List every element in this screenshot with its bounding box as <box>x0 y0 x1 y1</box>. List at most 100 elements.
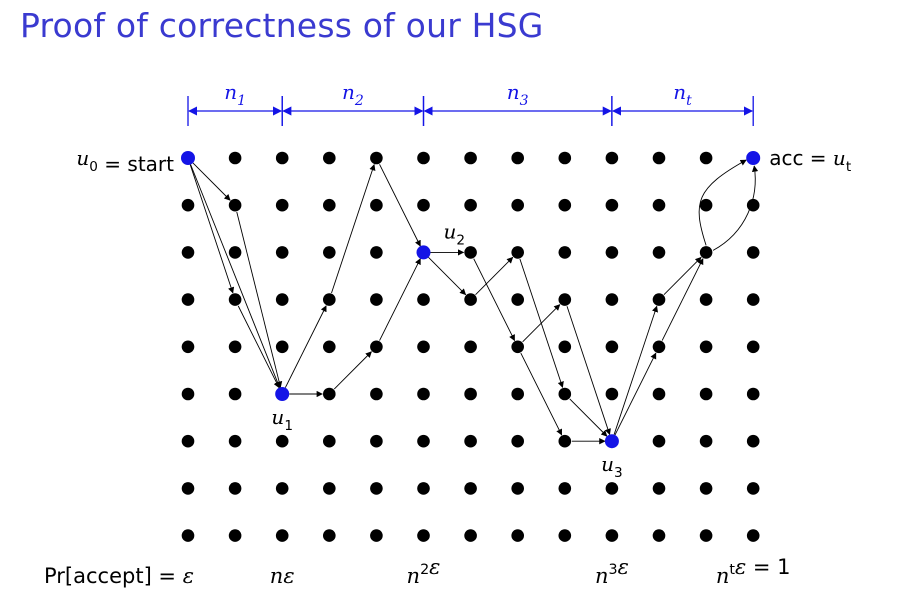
grid-dot <box>323 529 336 542</box>
grid-dot <box>558 246 572 259</box>
grid-dot <box>652 434 666 448</box>
grid-dot <box>275 198 289 212</box>
node-label-acc: acc = ut <box>769 146 851 175</box>
grid-dot <box>464 198 477 212</box>
grid-dot <box>370 387 383 401</box>
grid-dot <box>699 482 713 495</box>
grid-dot <box>558 482 572 495</box>
grid-dot <box>511 387 524 401</box>
grid-dot <box>323 198 336 212</box>
span-brackets: n1 n2 n3 nt <box>187 80 754 126</box>
grid-dot <box>605 151 619 165</box>
highlighted-node <box>416 245 431 260</box>
grid-dot <box>652 529 666 542</box>
span-label: n3 <box>507 80 529 109</box>
grid-dot <box>746 434 760 448</box>
path-edge <box>379 258 421 341</box>
grid-dot <box>275 151 289 165</box>
path-edge <box>189 164 235 294</box>
path-edge <box>475 256 514 295</box>
grid-dot <box>605 387 619 401</box>
path-edge <box>333 351 372 390</box>
span-label: nt <box>673 80 692 109</box>
grid-dot <box>417 434 430 448</box>
grid-dot <box>275 482 289 495</box>
grid-dot <box>370 293 383 306</box>
grid-dot <box>652 387 666 401</box>
grid-dot <box>417 151 430 165</box>
grid-dot <box>228 151 242 165</box>
node-label-u3: u3 <box>601 452 623 481</box>
grid-dot <box>652 340 666 354</box>
path-edge <box>236 211 283 388</box>
path-edge <box>614 352 657 436</box>
grid-dot <box>417 198 430 212</box>
grid-dot <box>323 246 336 259</box>
grid-dot <box>464 434 477 448</box>
grid-dot <box>746 529 760 542</box>
grid-dot <box>699 151 713 165</box>
grid-dot <box>417 387 430 401</box>
grid-dot <box>228 529 242 542</box>
grid-dot <box>181 198 195 212</box>
grid-dot <box>464 387 477 401</box>
grid-dot <box>699 434 713 448</box>
grid-dot <box>464 482 477 495</box>
grid-dot <box>699 246 713 259</box>
grid-dot <box>370 246 383 259</box>
grid-dot <box>370 151 383 165</box>
grid-dot <box>323 340 336 354</box>
grid-dot <box>652 151 666 165</box>
grid-dot <box>323 387 336 401</box>
path-edge <box>190 164 281 389</box>
grid-dot <box>275 434 289 448</box>
probability-label: n2ε <box>407 555 441 588</box>
page-title: Proof of correctness of our HSG <box>20 6 544 45</box>
probability-label: nε <box>270 564 295 588</box>
path-edge <box>613 305 658 435</box>
path-edge <box>237 305 280 389</box>
grid-dot <box>464 151 477 165</box>
grid-dot <box>511 151 524 165</box>
grid-dot <box>652 482 666 495</box>
grid-dot <box>370 529 383 542</box>
grid-dot <box>417 340 430 354</box>
grid-dot <box>605 340 619 354</box>
grid-dot <box>558 340 572 354</box>
grid-dot <box>370 198 383 212</box>
highlighted-node <box>275 387 290 401</box>
grid-dot <box>511 434 524 448</box>
grid-dot <box>464 529 477 542</box>
span-label: n2 <box>342 80 364 109</box>
path-edge <box>428 257 467 296</box>
grid-dot <box>275 293 289 306</box>
path-edge <box>566 306 611 436</box>
grid-dot <box>275 529 289 542</box>
grid-dot <box>746 293 760 306</box>
probability-label: ntε = 1 <box>716 555 791 588</box>
path-edges <box>189 159 759 445</box>
path-edge <box>663 256 702 295</box>
path-edge <box>522 304 561 343</box>
grid-dot <box>228 434 242 448</box>
grid-dot <box>228 293 242 306</box>
grid-dot <box>699 293 713 306</box>
grid-dot <box>746 387 760 401</box>
grid-dot <box>605 529 619 542</box>
grid-dot <box>181 387 195 401</box>
grid-dot <box>228 246 242 259</box>
grid-dot <box>746 482 760 495</box>
grid-dot <box>558 387 572 401</box>
grid-dot <box>323 434 336 448</box>
probability-label: Pr[accept] = ε <box>44 564 194 588</box>
grid-dot <box>511 529 524 542</box>
grid-dot <box>699 340 713 354</box>
path-edge <box>192 162 231 201</box>
grid-dot <box>511 482 524 495</box>
grid-dot <box>275 340 289 354</box>
grid-dot <box>558 529 572 542</box>
grid-dot <box>746 246 760 259</box>
highlighted-node <box>604 434 619 449</box>
grid-dot <box>605 198 619 212</box>
grid-dot <box>323 151 336 165</box>
